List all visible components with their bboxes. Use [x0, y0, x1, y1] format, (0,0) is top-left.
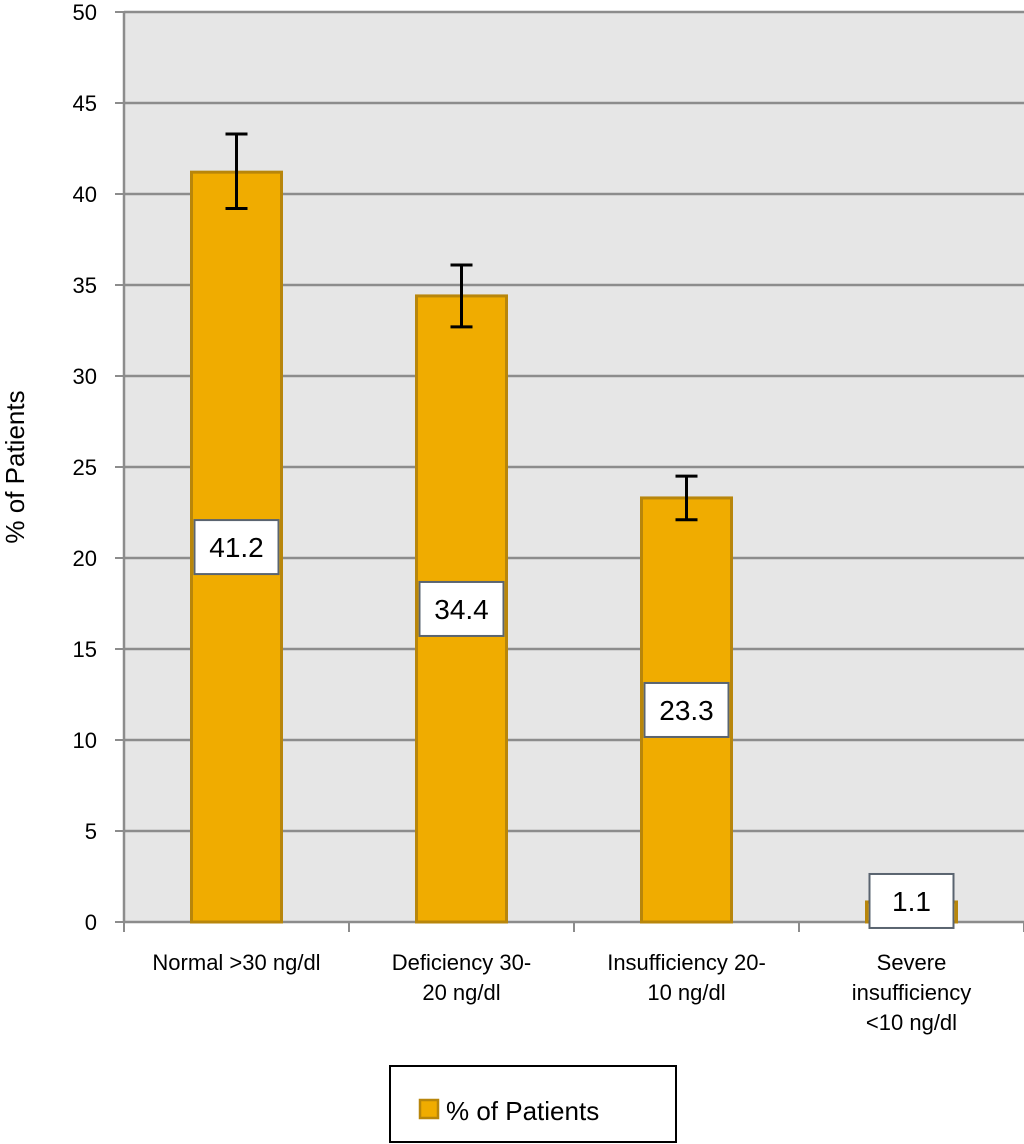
data-label-text: 1.1 [892, 886, 931, 917]
y-tick-label: 25 [73, 455, 97, 480]
data-label-text: 41.2 [209, 532, 264, 563]
data-labels: 41.2 34.4 23.3 1.1 [193, 519, 955, 929]
error-bar [675, 474, 698, 522]
y-tick-label: 35 [73, 273, 97, 298]
y-tick-label: 10 [73, 728, 97, 753]
error-bars [225, 132, 698, 522]
y-tick-label: 15 [73, 637, 97, 662]
data-label: 23.3 [643, 681, 730, 738]
x-tick-label: Severe insufficiency <10 ng/dl [852, 950, 971, 1035]
x-tick-label: Insufficiency 20-10 ng/dl [607, 950, 766, 1005]
data-label: 41.2 [193, 519, 280, 576]
error-bar [450, 263, 473, 329]
data-label-text: 34.4 [434, 594, 489, 625]
legend-label: % of Patients [446, 1096, 599, 1126]
legend: % of Patients [389, 1065, 677, 1143]
data-label: 34.4 [418, 580, 505, 637]
y-tick-label: 20 [73, 546, 97, 571]
data-label: 1.1 [868, 872, 955, 929]
legend-swatch [418, 1098, 440, 1120]
y-tick-label: 40 [73, 182, 97, 207]
x-tick-label: Normal >30 ng/dl [152, 950, 320, 975]
y-tick-label: 0 [85, 910, 97, 935]
y-tick-label: 5 [85, 819, 97, 844]
y-tick-labels: 0 5 10 15 20 25 30 35 40 45 50 [73, 0, 97, 935]
error-bar [225, 132, 248, 211]
data-label-text: 23.3 [659, 695, 714, 726]
x-tick-labels: Normal >30 ng/dl Deficiency 30-20 ng/dl In… [152, 950, 971, 1035]
x-tick-label: Deficiency 30-20 ng/dl [392, 950, 531, 1005]
y-tick-label: 30 [73, 364, 97, 389]
y-tick-label: 50 [73, 0, 97, 25]
y-tick-label: 45 [73, 91, 97, 116]
y-axis-label: % of Patients [0, 390, 30, 543]
